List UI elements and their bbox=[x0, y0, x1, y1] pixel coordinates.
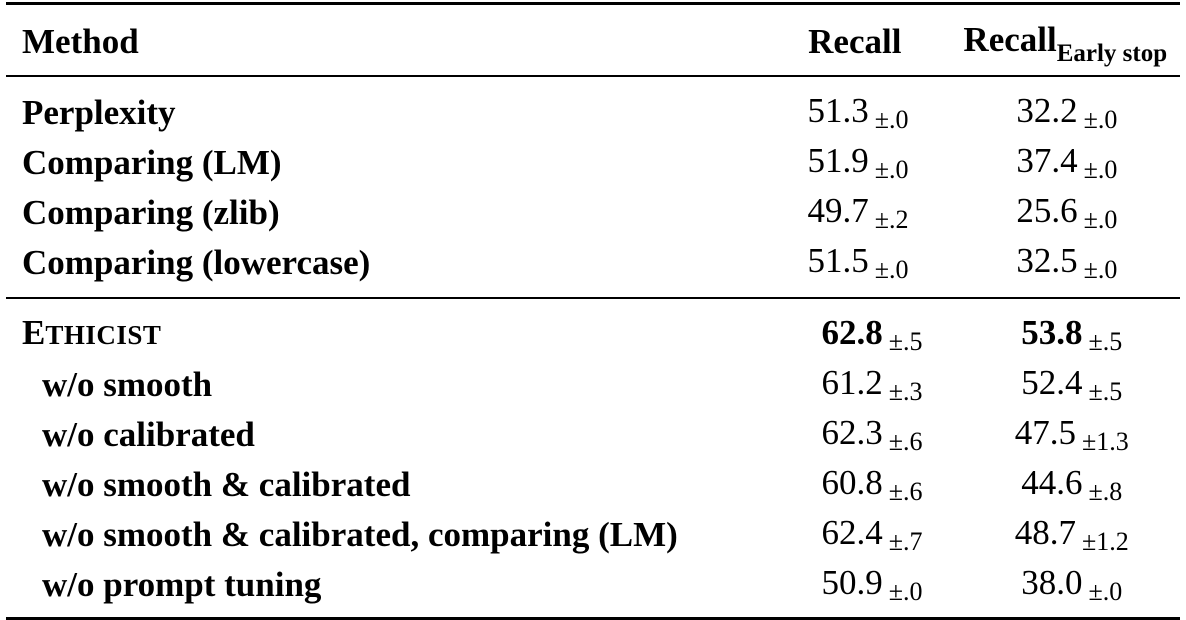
recall-cell: 62.4 ±.7 bbox=[780, 509, 963, 559]
header-early-sub: Early stop bbox=[1056, 40, 1168, 67]
table-row: w/o smooth 61.2 ±.3 52.4 ±.5 bbox=[6, 359, 1180, 409]
early-stop-std: ±.0 bbox=[1083, 155, 1118, 184]
early-stop-value: 53.8 bbox=[1021, 313, 1083, 352]
recall-cell: 51.3 ±.0 bbox=[762, 87, 953, 137]
method-cell: w/o calibrated bbox=[42, 414, 255, 454]
early-stop-value: 52.4 bbox=[1021, 363, 1083, 402]
recall-std: ±.0 bbox=[888, 577, 923, 606]
recall-value: 62.4 bbox=[821, 513, 883, 552]
recall-cell: 51.9 ±.0 bbox=[762, 137, 953, 187]
recall-cell: 62.8 ±.5 bbox=[780, 309, 963, 359]
recall-value: 62.8 bbox=[821, 313, 883, 352]
recall-std: ±.0 bbox=[874, 155, 909, 184]
method-cell: w/o smooth & calibrated bbox=[42, 464, 411, 504]
recall-std: ±.7 bbox=[888, 527, 923, 556]
early-stop-value: 32.5 bbox=[1016, 241, 1078, 280]
recall-std: ±.3 bbox=[888, 377, 923, 406]
header-rule bbox=[6, 75, 1180, 77]
method-cell: Comparing (lowercase) bbox=[22, 242, 371, 282]
recall-value: 62.3 bbox=[821, 413, 883, 452]
results-table: Method Recall RecallEarly stop Perplexit… bbox=[6, 0, 1180, 620]
recall-std: ±.5 bbox=[888, 327, 923, 356]
early-stop-value: 32.2 bbox=[1016, 91, 1078, 130]
method-cell: Perplexity bbox=[22, 92, 176, 132]
method-cell: w/o smooth bbox=[42, 364, 213, 404]
method-cell: w/o smooth & calibrated, comparing (LM) bbox=[42, 514, 678, 554]
recall-value: 51.3 bbox=[807, 91, 869, 130]
early-stop-std: ±.5 bbox=[1088, 377, 1123, 406]
early-stop-cell: 44.6 ±.8 bbox=[964, 459, 1180, 509]
table-row: Perplexity 51.3 ±.0 32.2 ±.0 bbox=[6, 87, 1180, 137]
early-stop-cell: 38.0 ±.0 bbox=[964, 559, 1180, 609]
table-row: w/o prompt tuning 50.9 ±.0 38.0 ±.0 bbox=[6, 559, 1180, 609]
method-cell: w/o prompt tuning bbox=[42, 564, 322, 604]
recall-value: 60.8 bbox=[821, 463, 883, 502]
table-row-ethicist: ETHICIST 62.8 ±.5 53.8 ±.5 bbox=[6, 309, 1180, 359]
early-stop-std: ±.0 bbox=[1088, 577, 1123, 606]
recall-cell: 62.3 ±.6 bbox=[780, 409, 963, 459]
recall-cell: 49.7 ±.2 bbox=[762, 187, 953, 237]
early-stop-std: ±.0 bbox=[1083, 255, 1118, 284]
recall-cell: 50.9 ±.0 bbox=[780, 559, 963, 609]
table-row: Comparing (LM) 51.9 ±.0 37.4 ±.0 bbox=[6, 137, 1180, 187]
recall-std: ±.0 bbox=[874, 255, 909, 284]
early-stop-value: 47.5 bbox=[1014, 413, 1076, 452]
early-stop-std: ±.0 bbox=[1083, 205, 1118, 234]
early-stop-cell: 37.4 ±.0 bbox=[954, 137, 1180, 187]
recall-cell: 61.2 ±.3 bbox=[780, 359, 963, 409]
table-row: w/o smooth & calibrated 60.8 ±.6 44.6 ±.8 bbox=[6, 459, 1180, 509]
method-cell: Comparing (LM) bbox=[22, 142, 282, 182]
early-stop-std: ±.0 bbox=[1083, 105, 1118, 134]
early-stop-cell: 47.5 ±1.3 bbox=[964, 409, 1180, 459]
header-method: Method bbox=[22, 22, 139, 61]
early-stop-value: 48.7 bbox=[1014, 513, 1076, 552]
recall-value: 51.9 bbox=[807, 141, 869, 180]
early-stop-value: 38.0 bbox=[1021, 563, 1083, 602]
method-initial: E bbox=[22, 313, 46, 352]
early-stop-std: ±.5 bbox=[1088, 327, 1123, 356]
method-cell: Comparing (zlib) bbox=[22, 192, 280, 232]
early-stop-value: 44.6 bbox=[1021, 463, 1083, 502]
header-recall: Recall bbox=[808, 22, 902, 61]
recall-value: 49.7 bbox=[807, 191, 869, 230]
early-stop-value: 37.4 bbox=[1016, 141, 1078, 180]
early-stop-std: ±1.3 bbox=[1082, 427, 1129, 456]
early-stop-std: ±1.2 bbox=[1082, 527, 1129, 556]
method-cell: ETHICIST bbox=[6, 309, 780, 359]
group-rule bbox=[6, 297, 1180, 299]
recall-value: 61.2 bbox=[821, 363, 883, 402]
early-stop-cell: 52.4 ±.5 bbox=[964, 359, 1180, 409]
recall-value: 50.9 bbox=[821, 563, 883, 602]
header-recall-early-stop: RecallEarly stop bbox=[951, 5, 1180, 75]
early-stop-cell: 25.6 ±.0 bbox=[954, 187, 1180, 237]
recall-cell: 51.5 ±.0 bbox=[762, 237, 953, 287]
early-stop-cell: 32.2 ±.0 bbox=[954, 87, 1180, 137]
recall-value: 51.5 bbox=[807, 241, 869, 280]
header-early-main: Recall bbox=[963, 20, 1057, 59]
table-row: w/o calibrated 62.3 ±.6 47.5 ±1.3 bbox=[6, 409, 1180, 459]
early-stop-value: 25.6 bbox=[1016, 191, 1078, 230]
top-rule bbox=[6, 2, 1180, 5]
table-row: Comparing (zlib) 49.7 ±.2 25.6 ±.0 bbox=[6, 187, 1180, 237]
method-rest: THICIST bbox=[45, 320, 162, 350]
table-row: Comparing (lowercase) 51.5 ±.0 32.5 ±.0 bbox=[6, 237, 1180, 287]
early-stop-cell: 48.7 ±1.2 bbox=[964, 509, 1180, 559]
recall-std: ±.6 bbox=[888, 427, 923, 456]
early-stop-cell: 53.8 ±.5 bbox=[964, 309, 1180, 359]
table-row: w/o smooth & calibrated, comparing (LM) … bbox=[6, 509, 1180, 559]
header-row: Method Recall RecallEarly stop bbox=[6, 5, 1180, 75]
recall-std: ±.6 bbox=[888, 477, 923, 506]
recall-std: ±.0 bbox=[874, 105, 909, 134]
recall-cell: 60.8 ±.6 bbox=[780, 459, 963, 509]
early-stop-std: ±.8 bbox=[1088, 477, 1123, 506]
recall-std: ±.2 bbox=[874, 205, 909, 234]
early-stop-cell: 32.5 ±.0 bbox=[954, 237, 1180, 287]
